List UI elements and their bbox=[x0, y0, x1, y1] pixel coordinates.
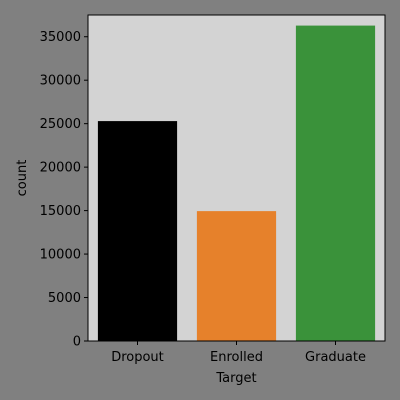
bar-enrolled bbox=[196, 211, 277, 341]
bars-group bbox=[97, 25, 376, 342]
x-axis: Dropout Enrolled Graduate bbox=[111, 341, 366, 365]
y-tick-label: 0 bbox=[73, 335, 81, 350]
y-axis: 0 5000 10000 15000 20000 25000 30000 35000 bbox=[40, 30, 88, 350]
y-tick-label: 15000 bbox=[40, 204, 81, 219]
x-tick-label: Graduate bbox=[305, 350, 366, 365]
x-tick-label: Dropout bbox=[111, 350, 164, 365]
y-tick-label: 5000 bbox=[48, 291, 81, 306]
bar-dropout bbox=[97, 121, 178, 341]
y-tick-label: 35000 bbox=[40, 30, 81, 45]
bar-graduate bbox=[295, 25, 376, 342]
y-tick-label: 10000 bbox=[40, 248, 81, 263]
y-axis-label: count bbox=[15, 160, 30, 197]
y-tick-label: 25000 bbox=[40, 117, 81, 132]
x-tick-label: Enrolled bbox=[210, 350, 263, 365]
y-tick-label: 30000 bbox=[40, 74, 81, 89]
x-axis-label: Target bbox=[215, 371, 256, 386]
y-tick-label: 20000 bbox=[40, 161, 81, 176]
plot-frame bbox=[87, 14, 386, 342]
